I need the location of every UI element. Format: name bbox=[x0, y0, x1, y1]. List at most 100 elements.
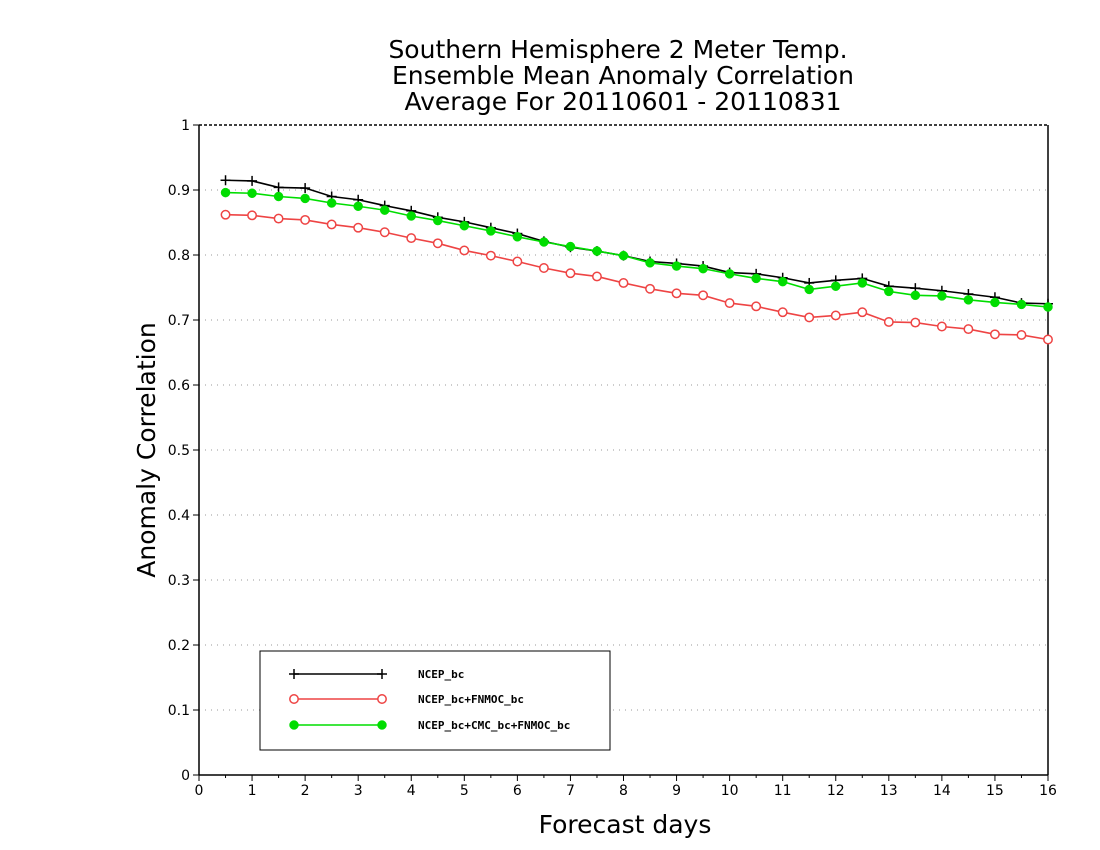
data-point bbox=[804, 284, 814, 295]
x-tick-label: 11 bbox=[774, 783, 792, 799]
data-point bbox=[220, 175, 231, 186]
data-point bbox=[353, 222, 364, 233]
data-point bbox=[990, 297, 1000, 308]
x-tick-label: 8 bbox=[619, 783, 628, 799]
data-point bbox=[751, 273, 761, 284]
data-point bbox=[910, 290, 921, 301]
legend-marker bbox=[377, 720, 387, 730]
legend-marker bbox=[289, 720, 299, 730]
data-point bbox=[857, 307, 868, 318]
data-point bbox=[432, 238, 443, 249]
legend-entry: NCEP_bc bbox=[289, 668, 464, 681]
legend-box bbox=[259, 650, 611, 751]
title-line-1: Southern Hemisphere 2 Meter Temp. bbox=[388, 35, 847, 64]
legend-marker bbox=[289, 669, 299, 679]
x-tick-label: 10 bbox=[721, 783, 739, 799]
data-point bbox=[486, 226, 496, 236]
data-point bbox=[804, 312, 815, 323]
series-2 bbox=[220, 209, 1053, 345]
data-point bbox=[883, 317, 894, 327]
series-3 bbox=[220, 187, 1053, 312]
axes: 00.10.20.30.40.50.60.70.80.910 1 2 3 4 5 6 7 8 9 1… bbox=[168, 118, 1057, 799]
data-point bbox=[831, 281, 841, 291]
data-point bbox=[698, 263, 708, 274]
x-axis-label: Forecast days bbox=[539, 810, 712, 839]
data-point bbox=[220, 209, 231, 220]
y-axis-label: Anomaly Correlation bbox=[132, 322, 161, 577]
data-point bbox=[273, 182, 284, 193]
data-point bbox=[300, 193, 310, 204]
data-point bbox=[618, 250, 629, 261]
y-tick-label: 0.4 bbox=[168, 508, 190, 524]
legend-marker bbox=[289, 694, 299, 704]
data-point bbox=[512, 232, 523, 242]
data-point bbox=[645, 283, 655, 294]
data-point bbox=[777, 307, 788, 318]
data-point bbox=[777, 276, 788, 287]
data-point bbox=[884, 286, 894, 297]
data-point bbox=[698, 290, 709, 301]
legend-label: NCEP_bc+FNMOC_bc bbox=[418, 693, 524, 706]
x-tick-label: 5 bbox=[460, 783, 469, 799]
data-point bbox=[724, 269, 735, 279]
x-tick-label: 13 bbox=[880, 783, 898, 799]
legend-label: NCEP_bc bbox=[418, 668, 464, 681]
data-point bbox=[326, 219, 337, 230]
data-point bbox=[512, 256, 523, 267]
gridlines bbox=[199, 189, 1048, 711]
x-tick-label: 4 bbox=[407, 783, 416, 799]
data-point bbox=[1043, 302, 1053, 312]
data-point bbox=[565, 241, 576, 252]
data-point bbox=[273, 213, 284, 224]
y-tick-label: 1 bbox=[181, 118, 190, 134]
x-tick-label: 12 bbox=[827, 783, 845, 799]
data-point bbox=[618, 278, 629, 288]
y-tick-label: 0.1 bbox=[168, 703, 190, 719]
data-point bbox=[406, 233, 417, 244]
legend: NCEP_bc NCEP_bc+FNMOC_bc NCEP_bc+CMC_bc+FN… bbox=[259, 650, 611, 751]
data-point bbox=[220, 187, 231, 198]
x-tick-label: 9 bbox=[672, 783, 681, 799]
data-point bbox=[1043, 334, 1053, 345]
data-point bbox=[539, 237, 549, 247]
chart-title: Southern Hemisphere 2 Meter Temp. Ensemb… bbox=[388, 35, 854, 116]
title-line-2: Ensemble Mean Anomaly Correlation bbox=[392, 61, 854, 90]
data-point bbox=[485, 250, 496, 261]
data-point bbox=[353, 201, 363, 211]
data-point bbox=[300, 183, 311, 194]
data-point bbox=[459, 221, 470, 231]
data-point bbox=[963, 295, 974, 305]
data-point bbox=[273, 191, 284, 202]
data-point bbox=[247, 175, 258, 186]
x-tick-label: 2 bbox=[301, 783, 310, 799]
legend-entry: NCEP_bc+FNMOC_bc bbox=[289, 693, 524, 706]
data-point bbox=[1016, 330, 1027, 340]
data-point bbox=[1016, 299, 1027, 310]
data-point bbox=[326, 198, 337, 208]
y-tick-label: 0.8 bbox=[168, 248, 190, 264]
legend-marker bbox=[377, 694, 387, 704]
title-line-3: Average For 20110601 - 20110831 bbox=[404, 87, 841, 116]
y-tick-label: 0.9 bbox=[168, 183, 190, 199]
data-point bbox=[910, 317, 921, 328]
data-point bbox=[538, 263, 549, 273]
data-point bbox=[433, 215, 443, 226]
x-tick-label: 0 bbox=[195, 783, 204, 799]
x-tick-label: 6 bbox=[513, 783, 522, 799]
data-point bbox=[989, 329, 1000, 340]
y-tick-label: 0.2 bbox=[168, 638, 190, 654]
y-tick-label: 0.7 bbox=[168, 313, 190, 329]
data-point bbox=[724, 298, 735, 309]
data-point bbox=[247, 188, 257, 198]
data-point bbox=[247, 210, 258, 221]
data-point bbox=[857, 278, 868, 288]
x-tick-label: 7 bbox=[566, 783, 575, 799]
legend-label: NCEP_bc+CMC_bc+FNMOC_bc bbox=[418, 719, 570, 732]
data-point bbox=[671, 288, 682, 299]
data-point bbox=[406, 211, 416, 221]
data-point bbox=[751, 301, 762, 312]
x-tick-label: 15 bbox=[986, 783, 1004, 799]
data-point bbox=[671, 261, 682, 271]
y-tick-label: 0.3 bbox=[168, 573, 190, 589]
